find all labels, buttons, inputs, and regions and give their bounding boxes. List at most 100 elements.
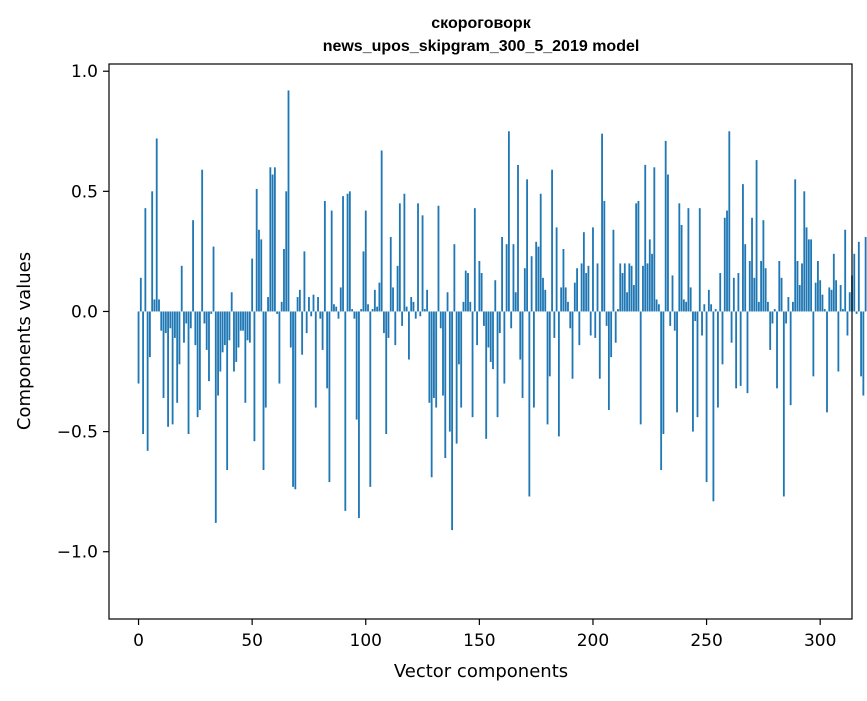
x-tick-label: 300 xyxy=(804,631,836,651)
bar-58 xyxy=(269,167,272,312)
bar-159 xyxy=(498,311,501,334)
bar-67 xyxy=(289,311,292,348)
bar-227 xyxy=(653,167,656,312)
bar-263 xyxy=(735,311,738,389)
bar-251 xyxy=(707,289,710,312)
bar-311 xyxy=(844,229,847,312)
bar-266 xyxy=(742,184,744,312)
bar-13 xyxy=(167,311,169,427)
bar-102 xyxy=(369,311,372,487)
bar-309 xyxy=(839,285,842,312)
bar-2 xyxy=(142,311,144,434)
bar-82 xyxy=(323,200,326,312)
bar-194 xyxy=(578,311,581,346)
bar-271 xyxy=(753,277,756,312)
bar-136 xyxy=(446,292,449,312)
y-tick-label: −0.5 xyxy=(57,423,98,443)
bar-203 xyxy=(598,311,601,379)
bar-131 xyxy=(435,311,438,408)
bar-75 xyxy=(308,297,310,312)
bar-226 xyxy=(651,253,653,312)
bar-283 xyxy=(780,277,783,312)
bar-144 xyxy=(464,270,467,312)
bar-264 xyxy=(737,273,740,312)
bar-97 xyxy=(358,311,360,519)
bar-135 xyxy=(444,311,447,459)
bar-169 xyxy=(521,311,524,398)
bar-113 xyxy=(394,311,397,346)
bar-71 xyxy=(298,289,301,312)
bar-87 xyxy=(335,306,338,312)
bar-50 xyxy=(251,258,254,312)
bar-202 xyxy=(596,263,599,312)
y-tick-label: 0.5 xyxy=(71,182,98,202)
bar-303 xyxy=(826,311,828,413)
bar-80 xyxy=(319,311,322,319)
bar-273 xyxy=(757,301,760,312)
y-axis-label: Components values xyxy=(14,252,35,430)
bar-91 xyxy=(344,311,347,511)
bar-132 xyxy=(437,205,440,312)
bar-3 xyxy=(144,208,147,312)
bar-147 xyxy=(471,311,474,418)
chart-title-line2: news_upos_skipgram_300_5_2019 model xyxy=(323,38,640,55)
bar-141 xyxy=(458,311,460,365)
y-tick-label: −1.0 xyxy=(57,543,98,563)
bar-208 xyxy=(610,311,613,358)
bar-146 xyxy=(469,301,472,312)
bar-305 xyxy=(830,289,833,312)
bar-181 xyxy=(548,311,551,377)
bar-152 xyxy=(483,311,485,326)
bar-120 xyxy=(410,297,413,312)
bar-276 xyxy=(764,268,767,312)
bar-128 xyxy=(428,311,431,403)
y-tick-label: 1.0 xyxy=(71,62,98,82)
bar-104 xyxy=(373,289,376,312)
bar-298 xyxy=(814,282,817,312)
bar-239 xyxy=(680,224,683,312)
bar-259 xyxy=(726,210,728,312)
bar-268 xyxy=(746,311,749,394)
bar-40 xyxy=(228,311,231,341)
bar-83 xyxy=(326,311,329,389)
bar-55 xyxy=(262,311,265,471)
bar-17 xyxy=(176,311,179,403)
bar-310 xyxy=(842,309,844,312)
y-tick-label: 0.0 xyxy=(71,302,98,322)
bar-20 xyxy=(183,311,185,343)
bar-57 xyxy=(267,297,269,312)
bar-316 xyxy=(855,311,858,314)
bar-110 xyxy=(387,311,390,338)
bar-293 xyxy=(803,191,806,312)
bar-31 xyxy=(208,311,210,382)
bar-179 xyxy=(544,289,547,312)
bar-244 xyxy=(692,311,694,432)
bar-45 xyxy=(239,311,242,331)
bar-103 xyxy=(371,309,374,312)
bar-41 xyxy=(230,292,233,312)
bar-301 xyxy=(821,294,824,312)
bar-61 xyxy=(276,311,279,314)
bar-307 xyxy=(835,280,838,312)
bar-66 xyxy=(287,90,290,312)
bar-295 xyxy=(807,239,810,312)
bar-115 xyxy=(398,203,401,312)
bar-224 xyxy=(646,263,649,312)
bar-111 xyxy=(389,236,392,312)
bar-27 xyxy=(198,311,201,410)
bar-261 xyxy=(730,311,733,343)
bar-143 xyxy=(462,301,465,312)
bar-249 xyxy=(703,304,706,312)
bar-201 xyxy=(594,311,597,338)
bar-157 xyxy=(494,280,497,312)
bar-65 xyxy=(285,191,288,312)
bar-171 xyxy=(526,179,528,312)
bar-223 xyxy=(644,164,647,312)
bar-270 xyxy=(751,217,753,312)
bar-11 xyxy=(162,311,165,398)
bar-153 xyxy=(485,311,488,439)
bar-121 xyxy=(412,301,415,312)
bar-205 xyxy=(603,200,606,312)
bar-280 xyxy=(773,309,776,312)
